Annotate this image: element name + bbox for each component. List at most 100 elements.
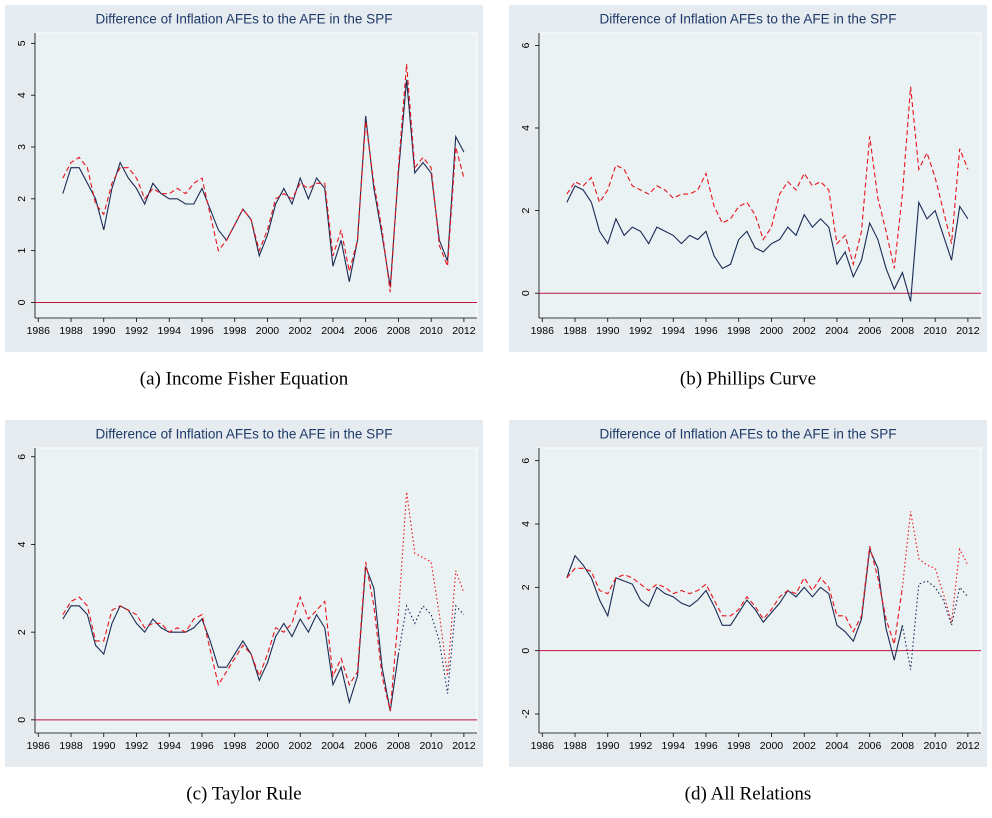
series-line <box>62 561 399 712</box>
x-tick-label: 2000 <box>760 325 784 337</box>
y-tick-label: 0 <box>520 648 532 654</box>
x-tick-label: 2008 <box>891 740 915 752</box>
x-tick-label: 1986 <box>531 325 555 337</box>
series-line <box>62 64 465 293</box>
x-tick-label: 2012 <box>452 325 476 337</box>
caption: (b) Phillips Curve <box>680 368 816 389</box>
x-tick-label: 1990 <box>92 325 116 337</box>
y-tick-label: 6 <box>520 458 532 464</box>
x-tick-label: 2000 <box>760 740 784 752</box>
x-tick-label: 1988 <box>563 740 587 752</box>
x-tick-label: 2006 <box>354 740 378 752</box>
x-tick-label: 1986 <box>27 740 51 752</box>
x-tick-label: 2004 <box>321 325 345 337</box>
x-tick-label: 1996 <box>190 325 214 337</box>
y-tick-label: 5 <box>16 40 28 46</box>
x-tick-label: 2002 <box>289 740 313 752</box>
chart-title: Difference of Inflation AFEs to the AFE … <box>96 427 393 442</box>
y-tick-label: 4 <box>16 541 28 547</box>
x-tick-label: 1998 <box>727 740 751 752</box>
y-tick-label: 6 <box>520 42 532 48</box>
x-tick-label: 1996 <box>694 325 718 337</box>
plot-area <box>34 32 478 319</box>
y-tick-label: 2 <box>16 629 28 635</box>
caption: (d) All Relations <box>685 783 812 804</box>
y-tick-label: 0 <box>520 290 532 296</box>
x-tick-label: 1992 <box>629 325 653 337</box>
y-tick-label: 3 <box>16 144 28 150</box>
x-tick-label: 1998 <box>223 325 247 337</box>
x-tick-label: 1996 <box>694 740 718 752</box>
panel: Difference of Inflation AFEs to the AFE … <box>509 420 987 804</box>
x-tick-label: 1998 <box>727 325 751 337</box>
x-tick-label: 1986 <box>27 325 51 337</box>
x-tick-label: 1994 <box>662 740 686 752</box>
x-tick-label: 2010 <box>923 325 947 337</box>
panel: Difference of Inflation AFEs to the AFE … <box>5 5 483 389</box>
y-tick-label: 4 <box>520 125 532 131</box>
x-tick-label: 2012 <box>956 325 980 337</box>
x-tick-label: 2004 <box>321 740 345 752</box>
x-tick-label: 1988 <box>59 325 83 337</box>
x-tick-label: 2002 <box>793 325 817 337</box>
x-tick-label: 1994 <box>158 325 182 337</box>
y-tick-label: 4 <box>520 521 532 527</box>
plot-area <box>34 447 478 734</box>
caption: (c) Taylor Rule <box>186 783 301 804</box>
x-tick-label: 2010 <box>419 325 443 337</box>
chart-title: Difference of Inflation AFEs to the AFE … <box>600 12 897 27</box>
plot-area <box>538 32 982 319</box>
series-line <box>566 86 969 269</box>
panel: Difference of Inflation AFEs to the AFE … <box>5 420 483 804</box>
x-tick-label: 2012 <box>452 740 476 752</box>
x-tick-label: 2010 <box>923 740 947 752</box>
series-line <box>397 491 465 677</box>
x-tick-label: 2002 <box>289 325 313 337</box>
x-tick-label: 1986 <box>531 740 555 752</box>
series-line <box>62 566 399 712</box>
series-line <box>566 547 903 661</box>
x-tick-label: 1990 <box>596 325 620 337</box>
x-tick-label: 2006 <box>858 740 882 752</box>
plot-area <box>538 447 982 734</box>
x-tick-label: 2008 <box>891 325 915 337</box>
y-tick-label: 2 <box>520 584 532 590</box>
series-line <box>901 511 969 623</box>
x-tick-label: 2012 <box>956 740 980 752</box>
caption: (a) Income Fisher Equation <box>140 368 349 389</box>
series-line <box>566 546 903 645</box>
x-tick-label: 1998 <box>223 740 247 752</box>
y-tick-label: 2 <box>16 196 28 202</box>
x-tick-label: 2008 <box>387 740 411 752</box>
y-tick-label: 0 <box>16 717 28 723</box>
y-tick-label: 1 <box>16 248 28 254</box>
y-tick-label: 2 <box>520 208 532 214</box>
x-tick-label: 2006 <box>858 325 882 337</box>
x-tick-label: 1992 <box>629 740 653 752</box>
x-tick-label: 2000 <box>256 325 280 337</box>
x-tick-label: 2010 <box>419 740 443 752</box>
x-tick-label: 2004 <box>825 325 849 337</box>
chart-title: Difference of Inflation AFEs to the AFE … <box>96 12 393 27</box>
panel: Difference of Inflation AFEs to the AFE … <box>509 5 987 389</box>
x-tick-label: 1990 <box>596 740 620 752</box>
x-tick-label: 2004 <box>825 740 849 752</box>
x-tick-label: 2008 <box>387 325 411 337</box>
x-tick-label: 1988 <box>59 740 83 752</box>
y-tick-label: -2 <box>520 709 532 718</box>
x-tick-label: 1994 <box>662 325 686 337</box>
x-tick-label: 1988 <box>563 325 587 337</box>
x-tick-label: 1992 <box>125 325 149 337</box>
series-line <box>62 79 465 287</box>
x-tick-label: 1994 <box>158 740 182 752</box>
chart-title: Difference of Inflation AFEs to the AFE … <box>600 427 897 442</box>
x-tick-label: 2002 <box>793 740 817 752</box>
y-tick-label: 4 <box>16 92 28 98</box>
x-tick-label: 2000 <box>256 740 280 752</box>
y-tick-label: 6 <box>16 454 28 460</box>
x-tick-label: 1996 <box>190 740 214 752</box>
y-tick-label: 0 <box>16 299 28 305</box>
series-line <box>566 185 969 302</box>
x-tick-label: 1990 <box>92 740 116 752</box>
